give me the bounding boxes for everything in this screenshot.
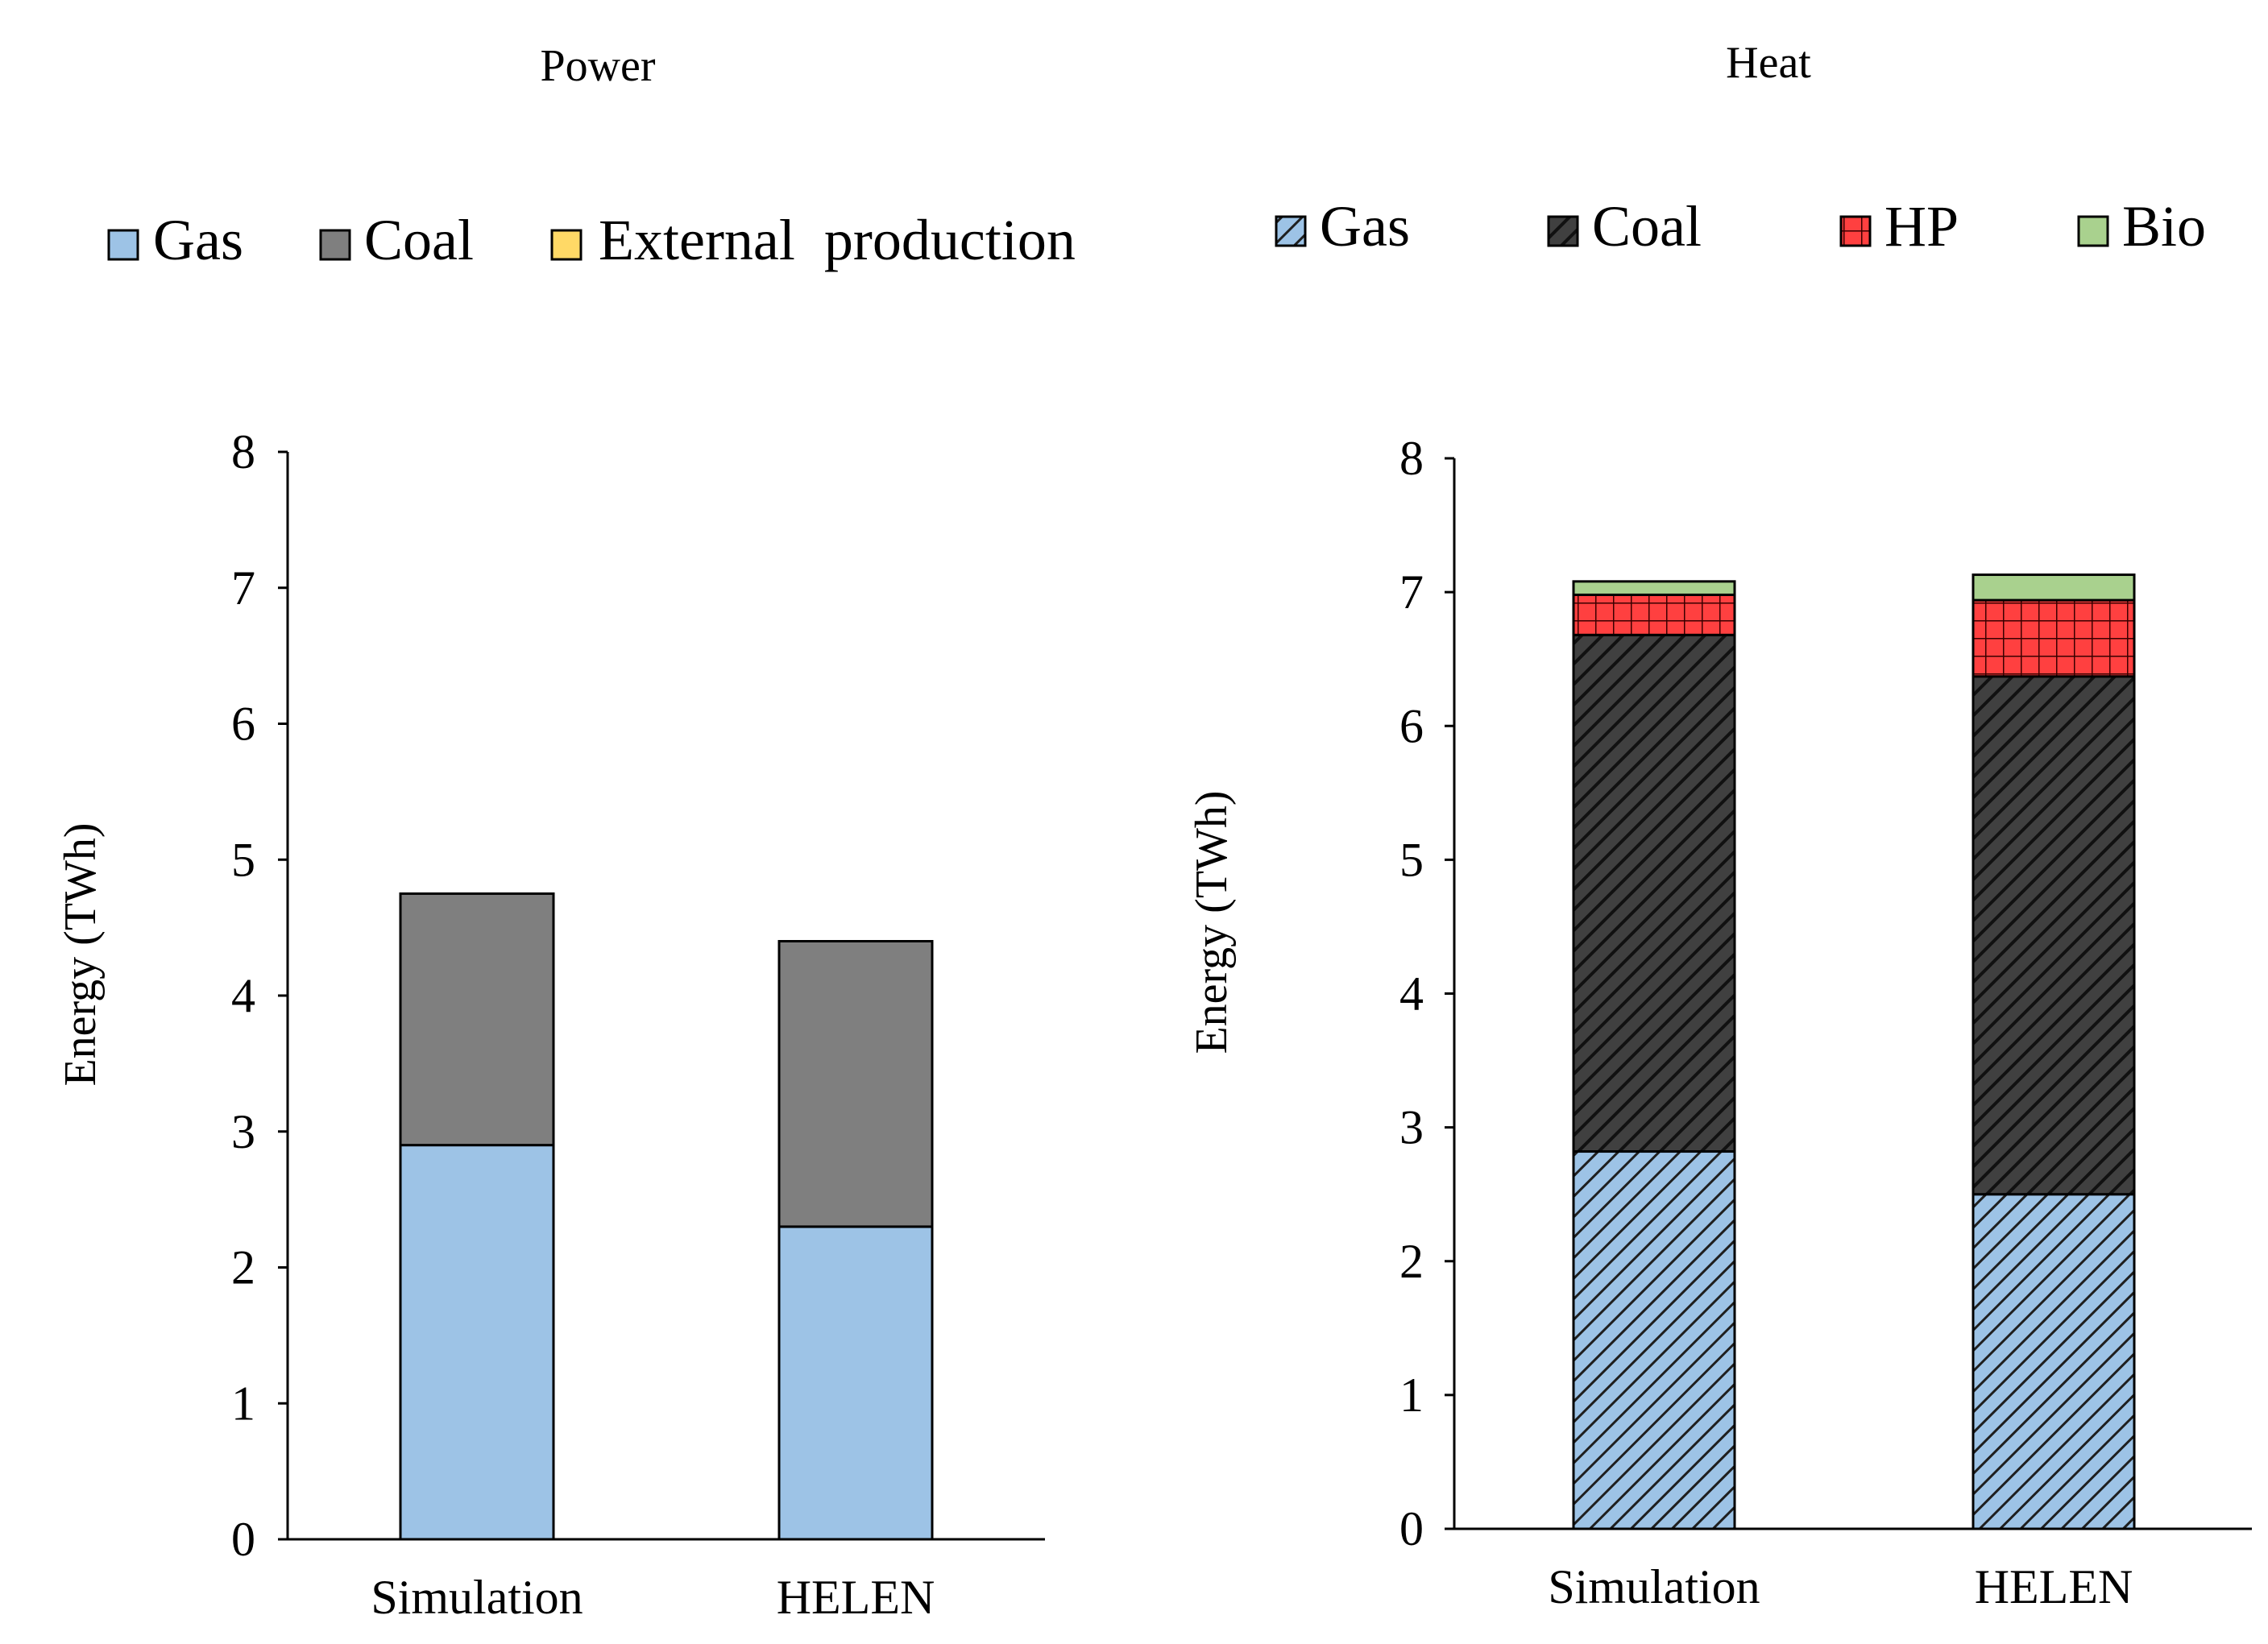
bar-gas-helen	[1972, 1193, 2136, 1530]
y-tick-label: 6	[231, 698, 255, 751]
legend-swatch-external-production	[550, 229, 583, 261]
y-tick-label: 4	[231, 969, 255, 1022]
legend: Gas Coal HP Bio	[1275, 194, 2206, 259]
y-tick-label: 8	[231, 425, 255, 478]
legend-label-gas: Gas	[153, 208, 243, 272]
y-axis-title: Energy (TWh)	[1187, 790, 1237, 1054]
y-tick-label: 6	[1399, 699, 1424, 752]
x-tick-label: HELEN	[1975, 1560, 2133, 1613]
bar-coal-simulation	[1572, 633, 1736, 1153]
heat-chart: Heat Gas Coal HP Bio Energy (TWh) 0 1 2 3 4 5 6 7 8…	[1187, 38, 2252, 1613]
y-tick-label: 5	[1399, 833, 1424, 886]
legend-swatch-gas	[1275, 215, 1307, 247]
y-tick-label: 7	[1399, 565, 1424, 619]
legend: Gas Coal External production	[107, 208, 1076, 272]
y-tick-label: 8	[1399, 432, 1424, 485]
legend-label-gas: Gas	[1320, 194, 1410, 259]
bar-gas-helen	[777, 1225, 934, 1541]
y-tick-label: 3	[231, 1105, 255, 1158]
power-chart: Power Gas Coal External production Energy …	[56, 41, 1076, 1624]
y-tick-label: 2	[231, 1241, 255, 1294]
plot-area: 0 1 2 3 4 5 6 7 8 Simulation HELEN	[231, 425, 1045, 1624]
legend-swatch-gas	[107, 229, 139, 261]
x-tick-label: Simulation	[1548, 1560, 1760, 1613]
y-tick-label: 7	[231, 561, 255, 615]
y-tick-label: 0	[231, 1513, 255, 1566]
bar-bio-simulation	[1572, 580, 1736, 596]
y-tick-label: 4	[1399, 967, 1424, 1021]
legend-swatch-hp	[1839, 215, 1872, 247]
legend-swatch-coal	[319, 229, 351, 261]
bar-hp-simulation	[1572, 593, 1736, 636]
y-tick-label: 3	[1399, 1101, 1424, 1154]
y-tick-label: 1	[1399, 1369, 1424, 1422]
bar-gas-simulation	[1572, 1150, 1736, 1530]
y-tick-label: 2	[1399, 1235, 1424, 1288]
bar-hp-helen	[1972, 598, 2136, 678]
bar-coal-helen	[777, 940, 934, 1228]
y-axis-title: Energy (TWh)	[56, 822, 106, 1086]
chart-title: Heat	[1726, 38, 1811, 88]
legend-label-bio: Bio	[2122, 194, 2206, 259]
legend-swatch-bio	[2077, 215, 2109, 247]
bar-coal-helen	[1972, 675, 2136, 1196]
bar-gas-simulation	[399, 1144, 555, 1541]
legend-label-hp: HP	[1884, 194, 1959, 259]
legend-label-coal: Coal	[1592, 194, 1702, 259]
legend-swatch-coal	[1547, 215, 1579, 247]
plot-area: 0 1 2 3 4 5 6 7 8 Simulation HELEN	[1399, 432, 2252, 1613]
x-tick-label: Simulation	[371, 1571, 583, 1624]
x-tick-label: HELEN	[777, 1571, 935, 1624]
legend-label-coal: Coal	[364, 208, 474, 272]
bar-bio-helen	[1972, 574, 2136, 602]
y-tick-label: 0	[1399, 1502, 1424, 1555]
legend-label-external-production: External production	[599, 208, 1076, 272]
y-tick-label: 1	[231, 1377, 255, 1430]
y-tick-label: 5	[231, 833, 255, 886]
bar-coal-simulation	[399, 892, 555, 1147]
chart-title: Power	[540, 41, 655, 91]
